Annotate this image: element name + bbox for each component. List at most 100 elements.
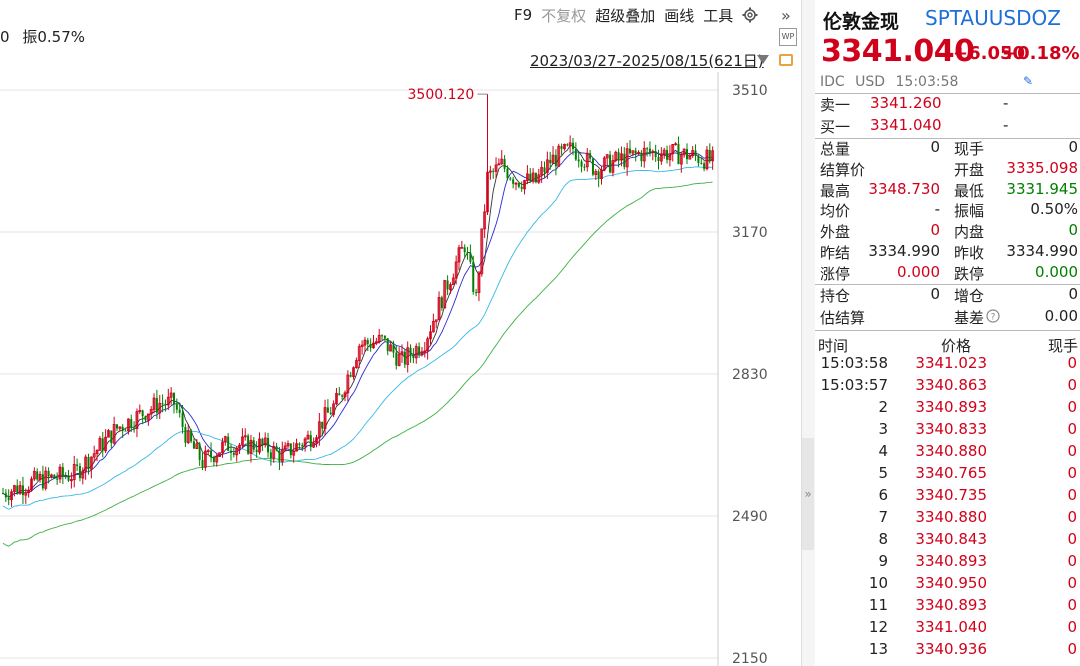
candle-body	[255, 449, 258, 453]
stat-value: 0	[930, 285, 940, 303]
instrument-name: 伦敦金现	[823, 11, 900, 33]
candle-body	[24, 492, 28, 496]
candle-body	[81, 470, 85, 479]
tick-time: 12	[868, 618, 888, 636]
tick-time: 5	[878, 464, 888, 482]
tick-price: 3340.880	[915, 442, 987, 460]
ma-line	[2, 151, 713, 498]
candle-body	[50, 474, 53, 477]
candle-body	[534, 173, 537, 183]
candle-body	[648, 148, 651, 153]
stat-value: 0	[1068, 221, 1078, 240]
candle-body	[549, 159, 552, 164]
candle-body	[354, 360, 358, 369]
tick-row: 10 3340.950 0	[818, 574, 1077, 596]
candle-body	[152, 397, 156, 410]
candle-body	[16, 485, 19, 494]
f9-button[interactable]: F9	[514, 6, 533, 24]
help-icon[interactable]: ?	[986, 309, 1000, 323]
stat-value: 0.50%	[1030, 200, 1078, 219]
pencil-icon[interactable]: ✎	[1023, 74, 1034, 88]
candle-body	[500, 158, 504, 165]
candle-body	[366, 340, 369, 344]
candle-body	[329, 412, 332, 415]
draw-line-button[interactable]: 画线	[664, 6, 695, 25]
double-chevron-right-icon[interactable]: »	[781, 6, 791, 25]
candle-body	[346, 374, 350, 394]
candle-body	[554, 155, 557, 167]
amplitude-value: 0.57%	[37, 28, 85, 46]
tick-row: 5 3340.765 0	[818, 464, 1077, 486]
candle-body	[146, 413, 150, 421]
y-tick-label: 3510	[732, 83, 768, 99]
candlestick-chart[interactable]: 3510 3170 2830 2490 2150 3500.120	[0, 72, 800, 666]
stat-label: 最低	[954, 181, 985, 200]
stats-row: 外盘 0 内盘 0	[820, 221, 1078, 242]
candle-body	[95, 449, 99, 455]
candle-body	[700, 163, 703, 165]
candle-body	[192, 441, 195, 449]
candle-body	[141, 410, 144, 417]
candle-body	[560, 146, 563, 149]
orderbook-price: 3341.260	[870, 94, 942, 112]
candle-body	[545, 159, 549, 173]
candle-body	[431, 321, 435, 333]
candle-body	[84, 456, 88, 472]
wp-icon[interactable]: WP	[779, 28, 797, 46]
candle-body	[620, 153, 623, 161]
candle-body	[306, 434, 310, 440]
candle-body	[492, 170, 495, 172]
panel-splitter[interactable]	[801, 0, 815, 666]
stats-row: 持仓 0 增仓 0	[820, 285, 1078, 306]
candle-body	[625, 148, 629, 168]
candle-body	[135, 411, 139, 429]
orderbook-volume: -	[1003, 116, 1009, 134]
candle-body	[47, 471, 50, 477]
date-range-selector[interactable]: 2023/03/27-2025/08/15(621日)	[530, 52, 764, 70]
stats-row: 涨停 0.000 跌停 0.000	[820, 263, 1078, 284]
stat-value: 0.00	[1044, 307, 1078, 325]
expand-panel-icon[interactable]: »	[802, 438, 814, 550]
candle-body	[577, 159, 580, 162]
header-amplitude: 0 振0.57%	[0, 26, 85, 47]
candle-body	[659, 154, 663, 162]
candle-body	[503, 159, 506, 169]
candle-body	[406, 347, 410, 365]
candle-body	[602, 157, 606, 171]
caret-down-icon[interactable]	[757, 55, 769, 64]
candle-body	[454, 261, 458, 279]
candle-body	[686, 149, 688, 160]
candle-body	[449, 284, 452, 290]
stat-value: 3334.990	[868, 242, 940, 260]
tick-volume: 0	[1067, 398, 1077, 416]
overlay-button[interactable]: 超级叠加	[595, 6, 656, 25]
candle-body	[223, 436, 227, 443]
last-price: 3341.040	[821, 34, 975, 69]
candle-body	[423, 350, 427, 353]
candle-body	[98, 437, 102, 451]
candle-body	[289, 443, 292, 456]
candle-body	[21, 485, 24, 496]
candle-body	[89, 456, 93, 470]
lock-icon[interactable]	[779, 54, 793, 66]
no-adjust-button[interactable]: 不复权	[541, 6, 587, 25]
candle-body	[466, 252, 469, 254]
candle-body	[711, 150, 715, 162]
candle-body	[112, 424, 116, 444]
tick-time: 6	[878, 486, 888, 504]
candle-body	[283, 445, 287, 451]
stat-label: 振幅	[954, 202, 985, 221]
divider	[815, 93, 1080, 94]
tools-button[interactable]: 工具	[703, 6, 734, 25]
stats-row: 总量 0 现手 0	[820, 138, 1078, 159]
instrument-code: SPTAUUSDOZ	[925, 6, 1061, 30]
candle-body	[605, 154, 609, 159]
candle-body	[312, 442, 316, 448]
quote-meta: IDC USD 15:03:58	[820, 74, 964, 90]
candle-body	[149, 409, 153, 415]
candle-body	[206, 450, 210, 453]
candle-body	[295, 443, 298, 452]
candle-body	[426, 338, 430, 352]
candle-body	[526, 173, 529, 181]
gear-icon[interactable]	[742, 7, 758, 23]
